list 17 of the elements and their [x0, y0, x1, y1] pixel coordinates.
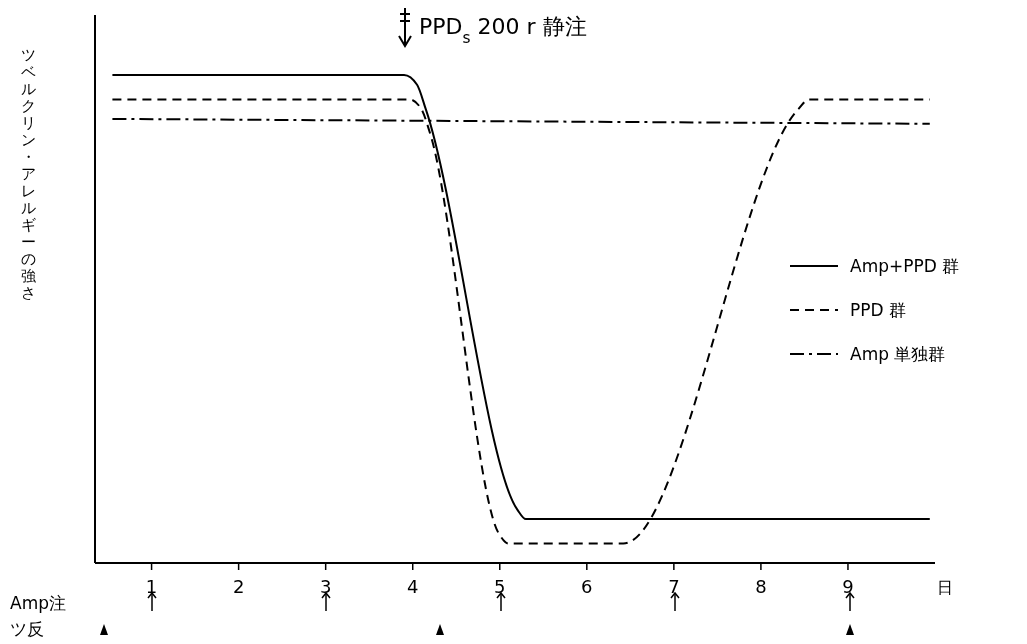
x-tick-label: 6: [581, 576, 593, 597]
legend-label: Amp 単独群: [850, 344, 946, 364]
text: ツベルクリン・アレルギーの強さ: [20, 46, 36, 302]
legend-label: Amp+PPD 群: [850, 256, 960, 276]
x-tick-label: 4: [406, 576, 419, 597]
text: Amp注: [10, 593, 66, 613]
x-tick-label: 1: [145, 576, 158, 597]
x-tick-label: 9: [842, 576, 854, 597]
text: PPD$_{s}$ 200 r 静注: [419, 14, 587, 47]
x-tick-label: 3: [319, 576, 332, 597]
text: ツ反: [10, 619, 44, 639]
x-tick-label: 7: [668, 576, 680, 597]
x-axis-title: 日: [937, 578, 953, 597]
legend-label: PPD 群: [850, 300, 906, 320]
x-tick-label: 5: [494, 576, 506, 597]
x-tick-label: 8: [755, 576, 767, 597]
x-tick-label: 2: [232, 576, 245, 597]
